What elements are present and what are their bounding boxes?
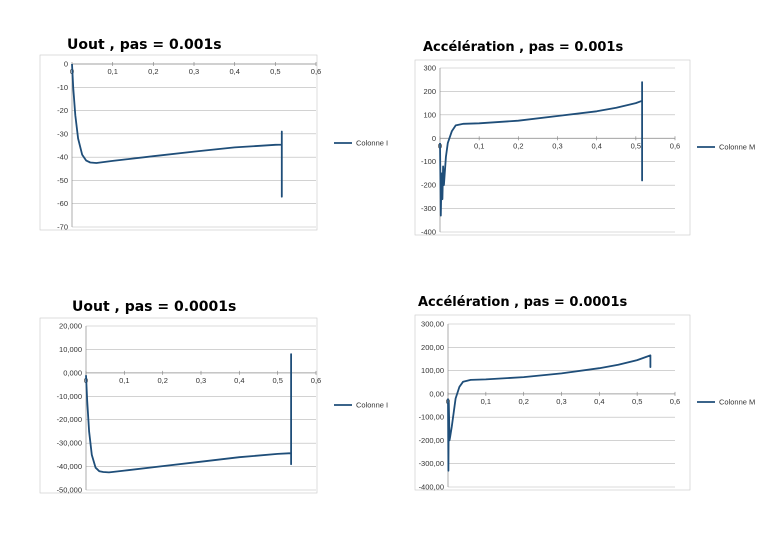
y-tick-label: 300: [423, 64, 436, 73]
x-tick-label: 0,2: [518, 397, 528, 406]
y-tick-label: -100: [421, 157, 436, 166]
y-tick-label: -40: [57, 153, 68, 162]
x-tick-label: 0,2: [148, 67, 158, 76]
y-tick-label: -20: [57, 106, 68, 115]
y-tick-label: -70: [57, 223, 68, 232]
y-tick-label: 0: [64, 60, 68, 69]
y-tick-label: -200,00: [419, 436, 444, 445]
y-tick-label: 200,00: [421, 343, 444, 352]
y-tick-label: -10: [57, 83, 68, 92]
y-tick-label: -200: [421, 181, 436, 190]
x-tick-label: 0,6: [311, 67, 321, 76]
y-tick-label: -100,00: [419, 413, 444, 422]
y-tick-label: 20,000: [59, 322, 82, 331]
chart-title: Uout , pas = 0.001s: [67, 37, 222, 53]
y-tick-label: 200: [423, 87, 436, 96]
series-line: [85, 353, 293, 474]
y-tick-label: -60: [57, 199, 68, 208]
x-tick-label: 0,1: [119, 376, 129, 385]
chart-3: 20,000 10,000 0,000 -10,000 -20,000 -30,000 -4…: [39, 299, 388, 495]
chart-title: Uout , pas = 0.0001s: [72, 299, 236, 315]
x-tick-label: 0,5: [272, 376, 282, 385]
x-tick-label: 0,5: [632, 397, 642, 406]
x-tick-label: 0,1: [474, 141, 484, 150]
chart-frame: [414, 314, 691, 491]
y-tick-label: 0,00: [429, 389, 444, 398]
y-tick-label: -300: [421, 204, 436, 213]
x-tick-label: 0,4: [229, 67, 239, 76]
y-tick-label: -400: [421, 228, 436, 237]
chart-title: Accélération , pas = 0.0001s: [418, 295, 628, 310]
y-tick-label: 100,00: [421, 366, 444, 375]
x-tick-label: 0,3: [552, 141, 562, 150]
chart-1: 0-10-20-30-40-50-60-700 0,1 0,2 0,3 0,4 0,5 0,…: [39, 37, 388, 232]
chart-title: Accélération , pas = 0.001s: [423, 40, 623, 55]
y-tick-label: -300,00: [419, 459, 444, 468]
y-tick-label: 10,000: [59, 345, 82, 354]
legend-label: Colonne I: [356, 139, 388, 148]
y-tick-label: 100: [423, 110, 436, 119]
x-tick-label: 0,6: [311, 376, 321, 385]
x-tick-label: 0,1: [481, 397, 491, 406]
y-tick-label: 0: [432, 134, 436, 143]
x-tick-label: 0,4: [591, 141, 601, 150]
x-tick-label: 0,3: [556, 397, 566, 406]
series-line: [439, 81, 643, 217]
x-tick-label: 0,4: [234, 376, 244, 385]
chart-frame: [414, 59, 691, 236]
y-tick-label: -30: [57, 129, 68, 138]
legend-label: Colonne M: [719, 143, 755, 152]
x-tick-label: 0,4: [594, 397, 604, 406]
y-tick-label: -400,00: [419, 483, 444, 492]
y-tick-label: -10,000: [57, 392, 82, 401]
series-line: [71, 63, 283, 198]
y-tick-label: 0,000: [63, 368, 82, 377]
legend-label: Colonne I: [356, 401, 388, 410]
x-tick-label: 0,6: [670, 397, 680, 406]
y-tick-label: -50: [57, 176, 68, 185]
x-tick-label: 0,3: [196, 376, 206, 385]
legend-label: Colonne M: [719, 398, 755, 407]
y-tick-label: -40,000: [57, 462, 82, 471]
series-line: [447, 354, 652, 472]
x-tick-label: 0,3: [189, 67, 199, 76]
x-tick-label: 0,2: [157, 376, 167, 385]
y-tick-label: -50,000: [57, 486, 82, 495]
x-tick-label: 0,1: [107, 67, 117, 76]
chart-frame: [39, 54, 318, 231]
x-tick-label: 0,5: [631, 141, 641, 150]
chart-frame: [39, 317, 318, 494]
chart-4: 300,00 200,00 100,00 0,00 -100,00 -200,00 -300…: [414, 295, 755, 492]
x-tick-label: 0,6: [670, 141, 680, 150]
x-tick-label: 0,2: [513, 141, 523, 150]
y-tick-label: -20,000: [57, 415, 82, 424]
y-tick-label: 300,00: [421, 320, 444, 329]
x-tick-label: 0,5: [270, 67, 280, 76]
y-tick-label: -30,000: [57, 439, 82, 448]
